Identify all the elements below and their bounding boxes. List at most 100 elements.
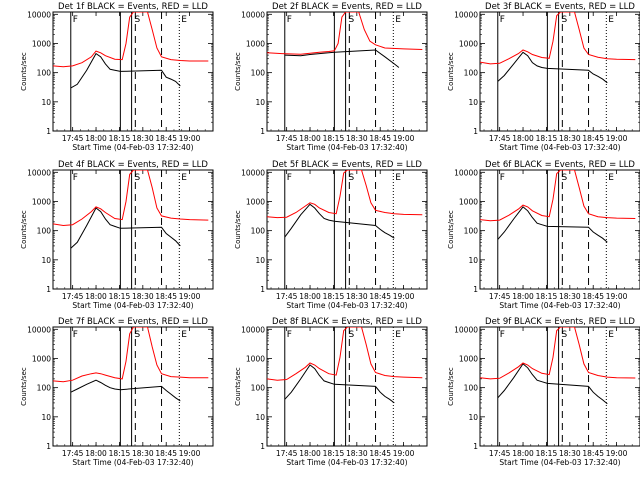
y-tick-label: 10000 (241, 325, 265, 334)
chart-title: Det 1f BLACK = Events, RED = LLD (58, 2, 208, 12)
x-tick-label: 18:00 (85, 292, 107, 301)
x-tick-label: 18:30 (559, 292, 581, 301)
x-tick-label: 18:00 (85, 449, 107, 458)
x-tick-label: 18:15 (323, 292, 345, 301)
chart-panel: 1 10 100 1000 10000 17:45 18:00 18:15 18:30 18:45… (20, 160, 214, 310)
x-tick-label: 18:30 (346, 134, 368, 143)
marker-letter: S (134, 330, 140, 340)
y-tick-label: 100 (37, 227, 52, 236)
lld-series-line (267, 327, 423, 381)
x-axis-label: Start Time (04-Feb-03 17:32:40) (499, 458, 620, 467)
x-tick-label: 18:30 (346, 449, 368, 458)
chart-panel: 1 10 100 1000 10000 17:45 18:00 18:15 18:30 18:45… (447, 317, 640, 467)
x-tick-label: 18:15 (536, 449, 558, 458)
y-tick-label: 10 (41, 98, 51, 107)
chart-title: Det 6f BLACK = Events, RED = LLD (485, 160, 635, 170)
plot-frame (266, 326, 428, 447)
y-tick-label: 1 (260, 285, 265, 294)
y-tick-label: 10 (468, 256, 478, 265)
chart-title: Det 7f BLACK = Events, RED = LLD (58, 317, 208, 327)
x-tick-label: 19:00 (179, 292, 201, 301)
x-tick-label: 18:45 (369, 292, 391, 301)
chart-panel: 1 10 100 1000 10000 17:45 18:00 18:15 18:30 18:45… (447, 2, 640, 152)
lld-series-line (480, 327, 636, 380)
marker-letter: F (500, 330, 505, 340)
x-tick-label: 18:45 (155, 292, 177, 301)
x-tick-label: 17:45 (489, 134, 511, 143)
y-axis-label: Counts/sec (20, 52, 28, 91)
x-axis-label: Start Time (04-Feb-03 17:32:40) (286, 458, 407, 467)
plot-frame (479, 169, 640, 290)
x-axis-label: Start Time (04-Feb-03 17:32:40) (72, 458, 193, 467)
events-series-line (70, 52, 181, 89)
y-tick-label: 1 (46, 442, 51, 451)
y-tick-label: 10 (255, 98, 265, 107)
marker-letter: F (500, 173, 505, 183)
marker-letter: S (561, 15, 567, 25)
y-tick-label: 100 (251, 227, 266, 236)
x-tick-label: 18:00 (299, 292, 321, 301)
x-tick-label: 17:45 (62, 449, 84, 458)
chart-title: Det 8f BLACK = Events, RED = LLD (272, 317, 422, 327)
chart-title: Det 4f BLACK = Events, RED = LLD (58, 160, 208, 170)
x-tick-label: 18:15 (109, 292, 131, 301)
x-tick-label: 19:00 (393, 292, 415, 301)
y-axis-label: Counts/sec (20, 367, 28, 406)
y-axis-label: Counts/sec (20, 210, 28, 249)
y-tick-label: 1000 (246, 197, 265, 206)
events-series-line (70, 207, 181, 249)
lld-series-line (53, 12, 209, 68)
marker-letter: E (395, 173, 401, 183)
x-tick-label: 18:15 (323, 449, 345, 458)
lld-series-line (53, 170, 209, 227)
y-tick-label: 1 (260, 127, 265, 136)
y-axis-label: Counts/sec (234, 52, 242, 91)
marker-letter: F (73, 15, 78, 25)
x-axis-label: Start Time (04-Feb-03 17:32:40) (286, 301, 407, 310)
x-tick-label: 19:00 (393, 134, 415, 143)
x-tick-label: 19:00 (606, 292, 628, 301)
y-axis-label: Counts/sec (447, 367, 455, 406)
marker-letter: F (287, 15, 292, 25)
events-series-line (497, 363, 608, 405)
y-tick-label: 100 (464, 384, 479, 393)
marker-letter: E (608, 15, 614, 25)
y-tick-label: 10000 (27, 325, 51, 334)
y-tick-label: 1 (473, 127, 478, 136)
y-tick-label: 100 (251, 384, 266, 393)
chart-title: Det 9f BLACK = Events, RED = LLD (485, 317, 635, 327)
plot-frame (479, 11, 640, 132)
y-tick-label: 1000 (32, 354, 51, 363)
y-tick-label: 1000 (32, 197, 51, 206)
x-axis-label: Start Time (04-Feb-03 17:32:40) (286, 143, 407, 152)
marker-letter: S (134, 15, 140, 25)
x-tick-label: 18:30 (132, 292, 154, 301)
y-axis-label: Counts/sec (447, 52, 455, 91)
y-tick-label: 100 (37, 384, 52, 393)
y-tick-label: 10 (255, 413, 265, 422)
x-axis-label: Start Time (04-Feb-03 17:32:40) (499, 301, 620, 310)
x-tick-label: 17:45 (276, 449, 298, 458)
y-tick-label: 10 (468, 98, 478, 107)
x-axis-label: Start Time (04-Feb-03 17:32:40) (72, 143, 193, 152)
y-tick-label: 10000 (241, 168, 265, 177)
marker-letter: S (348, 15, 354, 25)
x-tick-label: 17:45 (276, 134, 298, 143)
marker-letter: E (395, 15, 401, 25)
chart-title: Det 2f BLACK = Events, RED = LLD (272, 2, 422, 12)
x-tick-label: 18:30 (559, 134, 581, 143)
x-tick-label: 19:00 (606, 449, 628, 458)
marker-letter: F (73, 173, 78, 183)
y-tick-label: 10 (468, 413, 478, 422)
y-tick-label: 1 (46, 127, 51, 136)
lld-series-line (53, 327, 209, 383)
lld-series-line (267, 170, 423, 219)
x-tick-label: 18:00 (512, 134, 534, 143)
events-series-line (284, 203, 395, 239)
y-axis-label: Counts/sec (234, 210, 242, 249)
lld-series-line (480, 170, 636, 222)
y-tick-label: 1000 (459, 354, 478, 363)
x-tick-label: 18:15 (536, 134, 558, 143)
y-tick-label: 10000 (454, 10, 478, 19)
